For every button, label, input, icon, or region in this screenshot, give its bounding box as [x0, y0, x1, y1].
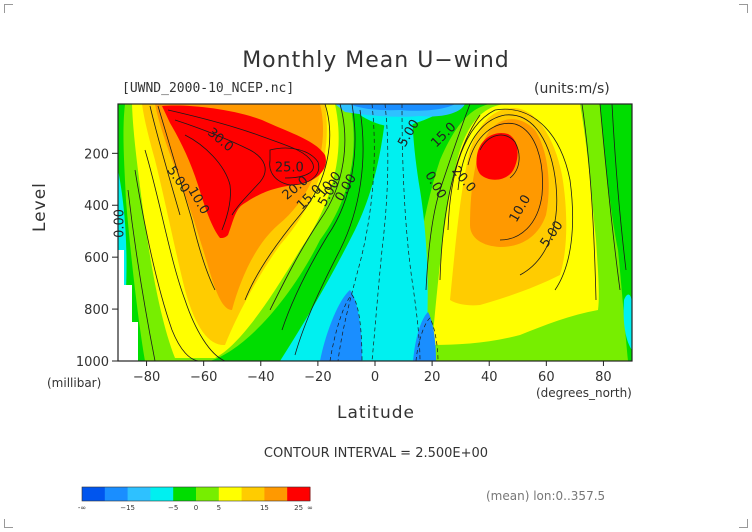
x-axis-label: Latitude	[337, 403, 415, 423]
colorbar-label: ∞	[307, 504, 313, 512]
colorbar-swatch	[150, 487, 174, 501]
x-tick-label: 20	[424, 370, 441, 385]
region-tropics-0	[280, 104, 428, 361]
x-ticks: −80 −60 −40 −20 0 20 40 60 80	[133, 361, 612, 385]
crop-mark-top-left	[4, 4, 13, 13]
region-easterly-sh	[320, 290, 362, 361]
contour-lines	[127, 104, 627, 361]
region-nh-red	[476, 132, 518, 180]
colorbar-label: 25	[294, 504, 303, 512]
y-axis-unit: (millibar)	[47, 376, 102, 390]
chart-title: Monthly Mean U−wind	[242, 48, 510, 73]
y-tick-label: 200	[84, 147, 109, 162]
crop-mark-top-right	[739, 4, 748, 13]
x-axis-unit: (degrees_north)	[536, 386, 632, 400]
file-label: [UWND_2000-10_NCEP.nc]	[122, 81, 295, 96]
colorbar-label: 15	[260, 504, 269, 512]
colorbar-swatch	[241, 487, 265, 501]
colorbar-swatch	[173, 487, 197, 501]
x-tick-label: 80	[595, 370, 612, 385]
colorbar-swatch	[127, 487, 151, 501]
colorbar-label: 0	[194, 504, 198, 512]
x-tick-label: 60	[538, 370, 555, 385]
contour-label: 0.00	[113, 209, 128, 238]
region-sh-red	[162, 105, 326, 238]
colorbar-label: −5	[168, 504, 178, 512]
negative-contours	[329, 104, 439, 361]
x-tick-label: −60	[190, 370, 217, 385]
crop-mark-bottom-right	[739, 519, 748, 528]
crop-mark-bottom-left	[4, 519, 13, 528]
y-tick-label: 600	[84, 251, 109, 266]
colorbar-swatch	[82, 487, 106, 501]
region-easterly-nh	[413, 312, 436, 361]
x-tick-label: −80	[133, 370, 160, 385]
region-polar-nh	[623, 294, 632, 350]
region-underground	[118, 250, 138, 361]
x-tick-label: −40	[247, 370, 274, 385]
colorbar-swatch	[104, 487, 129, 501]
plot-area	[118, 104, 632, 361]
mean-label: (mean) lon:0..357.5	[486, 489, 606, 503]
colorbar: -∞ −15 −5 0 5 15 25 ∞	[78, 486, 313, 512]
colorbar-border	[81, 486, 311, 502]
y-tick-label: 800	[84, 303, 109, 318]
colorbar-swatch	[264, 487, 288, 501]
units-label: (units:m/s)	[534, 81, 610, 97]
region-easterly-top-core	[350, 104, 455, 111]
colorbar-swatch	[218, 487, 243, 501]
y-ticks: 200 400 600 800 1000	[76, 147, 118, 370]
y-tick-label: 1000	[76, 355, 109, 370]
colorbar-swatch	[287, 487, 311, 501]
x-tick-label: 40	[481, 370, 498, 385]
colorbar-label: -∞	[78, 504, 86, 512]
colorbar-swatch	[196, 487, 220, 501]
contour-interval-label: CONTOUR INTERVAL = 2.500E+00	[263, 446, 489, 461]
y-tick-label: 400	[84, 199, 109, 214]
x-tick-label: −20	[304, 370, 331, 385]
colorbar-label: 5	[217, 504, 221, 512]
x-tick-label: 0	[371, 370, 379, 385]
contour-label: 25.0	[275, 160, 304, 175]
colorbar-label: −15	[120, 504, 135, 512]
